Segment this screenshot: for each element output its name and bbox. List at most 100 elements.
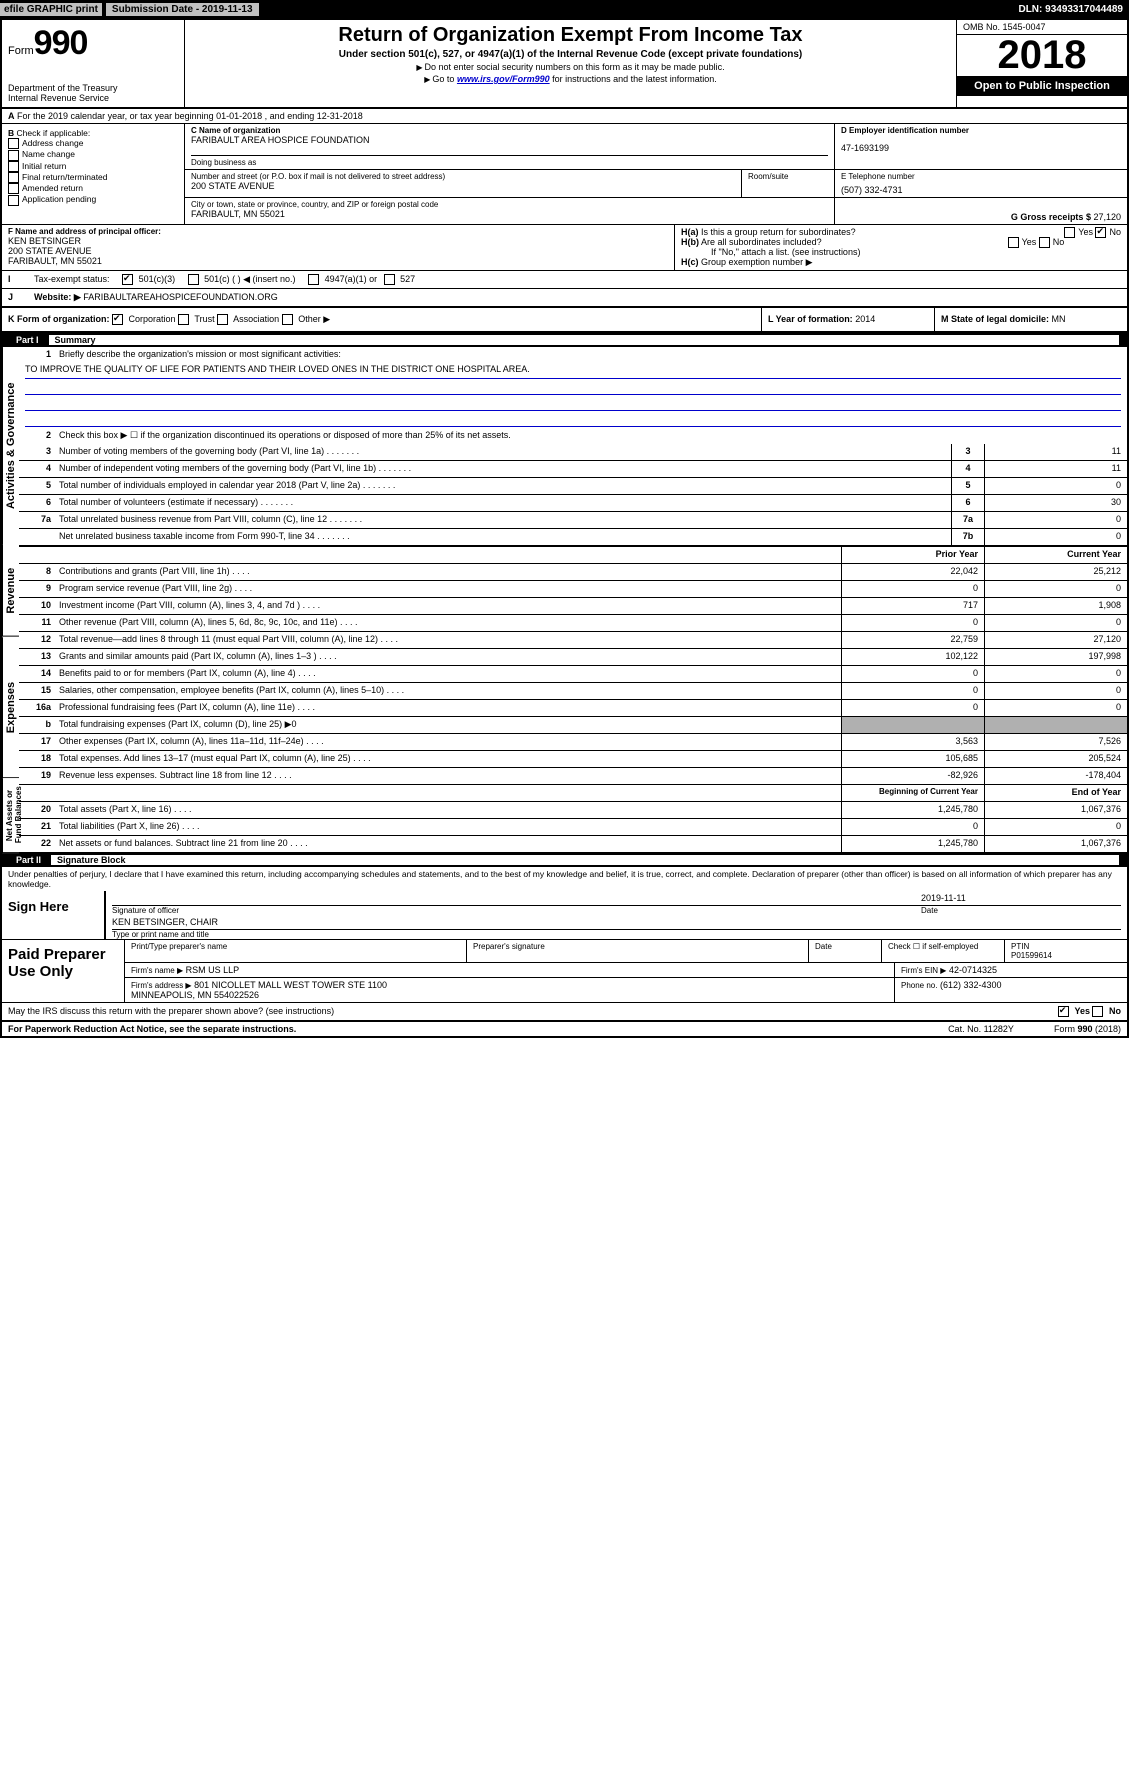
data-line: 11Other revenue (Part VIII, column (A), … (19, 615, 1127, 632)
cb-corp[interactable] (112, 314, 123, 325)
phone-label: E Telephone number (841, 172, 1121, 181)
data-line: 12Total revenue—add lines 8 through 11 (… (19, 632, 1127, 649)
hdr-curr: Current Year (984, 547, 1127, 563)
row-a-text: For the 2019 calendar year, or tax year … (17, 111, 363, 121)
data-line: 15Salaries, other compensation, employee… (19, 683, 1127, 700)
cb-4947[interactable] (308, 274, 319, 285)
paid-preparer-row: Paid Preparer Use Only Print/Type prepar… (2, 940, 1127, 1003)
gov-line: 3Number of voting members of the governi… (19, 444, 1127, 461)
subtitle-1: Under section 501(c), 527, or 4947(a)(1)… (193, 49, 948, 60)
cb-trust[interactable] (178, 314, 189, 325)
cb-initial-return[interactable] (8, 161, 19, 172)
hc-text: Group exemption number ▶ (701, 257, 812, 267)
website-value: FARIBAULTAREAHOSPICEFOUNDATION.ORG (83, 292, 278, 302)
officer-addr1: 200 STATE AVENUE (8, 246, 668, 256)
sig-officer-label: Signature of officer (112, 906, 921, 915)
irs-link[interactable]: www.irs.gov/Form990 (457, 74, 550, 84)
data-line: 9Program service revenue (Part VIII, lin… (19, 581, 1127, 598)
cb-application-pending[interactable] (8, 195, 19, 206)
paid-label: Paid Preparer Use Only (2, 940, 124, 1002)
hdr-end: End of Year (984, 785, 1127, 801)
m-value: MN (1052, 314, 1066, 324)
ein-label: D Employer identification number (841, 126, 1121, 135)
form-number: 990 (34, 24, 88, 62)
data-line: 17Other expenses (Part IX, column (A), l… (19, 734, 1127, 751)
efile-label[interactable]: efile GRAPHIC print (0, 3, 102, 16)
cb-name-change[interactable] (8, 150, 19, 161)
row-k: K Form of organization: Corporation Trus… (2, 308, 1127, 333)
form-label: Form (8, 45, 34, 57)
firm-ein-label: Firm's EIN ▶ (901, 966, 946, 975)
part1-body: Activities & Governance Revenue Expenses… (2, 347, 1127, 853)
footer-right: Form 990 (2018) (1054, 1024, 1121, 1034)
firm-ein: 42-0714325 (949, 965, 997, 975)
l-value: 2014 (855, 314, 875, 324)
officer-name-title: KEN BETSINGER, CHAIR (112, 917, 218, 927)
row-a: A For the 2019 calendar year, or tax yea… (2, 109, 1127, 124)
l-label: L Year of formation: (768, 314, 853, 324)
ha-yes[interactable] (1064, 227, 1075, 238)
i-label: Tax-exempt status: (34, 274, 110, 284)
firm-phone-label: Phone no. (901, 981, 937, 990)
hb-note: If "No," attach a list. (see instruction… (681, 247, 1121, 257)
hdr-prior: Prior Year (841, 547, 984, 563)
data-line: 22Net assets or fund balances. Subtract … (19, 836, 1127, 853)
form-header: Form990 Department of the Treasury Inter… (2, 20, 1127, 109)
org-name: FARIBAULT AREA HOSPICE FOUNDATION (191, 135, 828, 145)
box-f: F Name and address of principal officer:… (2, 225, 675, 270)
footer-left: For Paperwork Reduction Act Notice, see … (8, 1024, 296, 1034)
ein-value: 47-1693199 (841, 143, 1121, 153)
box-b-label: Check if applicable: (17, 128, 91, 138)
vlabel-rev: Revenue (2, 545, 19, 637)
gov-line: 6Total number of volunteers (estimate if… (19, 495, 1127, 512)
cb-501c[interactable] (188, 274, 199, 285)
subtitle-2: Do not enter social security numbers on … (193, 62, 948, 72)
j-label: Website: ▶ (34, 292, 81, 302)
m-label: M State of legal domicile: (941, 314, 1049, 324)
row-i: I Tax-exempt status: 501(c)(3) 501(c) ( … (2, 271, 1127, 289)
discuss-no[interactable] (1092, 1006, 1103, 1017)
cb-527[interactable] (384, 274, 395, 285)
cb-amended[interactable] (8, 183, 19, 194)
hb-no[interactable] (1039, 237, 1050, 248)
gov-line: 7aTotal unrelated business revenue from … (19, 512, 1127, 529)
header-right: OMB No. 1545-0047 2018 Open to Public In… (956, 20, 1127, 107)
name-label: C Name of organization (191, 126, 828, 135)
type-name-label: Type or print name and title (106, 930, 1127, 939)
cb-other[interactable] (282, 314, 293, 325)
officer-addr2: FARIBAULT, MN 55021 (8, 256, 668, 266)
part2-header: Part II Signature Block (2, 853, 1127, 867)
row-j: J Website: ▶ FARIBAULTAREAHOSPICEFOUNDAT… (2, 289, 1127, 308)
firm-name: RSM US LLP (186, 965, 240, 975)
footer-mid: Cat. No. 11282Y (948, 1024, 1014, 1034)
page-footer: For Paperwork Reduction Act Notice, see … (2, 1022, 1127, 1036)
vlabel-exp: Expenses (2, 637, 19, 778)
cb-final-return[interactable] (8, 172, 19, 183)
part1-title: Summary (49, 335, 1119, 345)
data-line: 10Investment income (Part VIII, column (… (19, 598, 1127, 615)
part2-title: Signature Block (51, 855, 1119, 865)
cb-501c3[interactable] (122, 274, 133, 285)
q1-answer: TO IMPROVE THE QUALITY OF LIFE FOR PATIE… (25, 364, 1121, 379)
cb-address-change[interactable] (8, 138, 19, 149)
city-value: FARIBAULT, MN 55021 (191, 209, 828, 219)
sign-here-label: Sign Here (2, 891, 104, 939)
section-fh: F Name and address of principal officer:… (2, 225, 1127, 271)
data-line: 18Total expenses. Add lines 13–17 (must … (19, 751, 1127, 768)
discuss-yes[interactable] (1058, 1006, 1069, 1017)
dln-label: DLN: 93493317044489 (1018, 4, 1129, 15)
hb-yes[interactable] (1008, 237, 1019, 248)
room-label: Room/suite (742, 170, 835, 197)
data-line: 19Revenue less expenses. Subtract line 1… (19, 768, 1127, 785)
ha-no[interactable] (1095, 227, 1106, 238)
hb-text: Are all subordinates included? (701, 237, 822, 247)
discuss-text: May the IRS discuss this return with the… (8, 1006, 1058, 1017)
data-line: 20Total assets (Part X, line 16) . . . .… (19, 802, 1127, 819)
prep-date-label: Date (808, 940, 881, 962)
data-line: 13Grants and similar amounts paid (Part … (19, 649, 1127, 666)
section-bcd: B Check if applicable: Address change Na… (2, 124, 1127, 225)
cb-assoc[interactable] (217, 314, 228, 325)
f-label: F Name and address of principal officer: (8, 227, 668, 236)
submission-date: Submission Date - 2019-11-13 (106, 3, 259, 16)
firm-addr-label: Firm's address ▶ (131, 981, 192, 990)
